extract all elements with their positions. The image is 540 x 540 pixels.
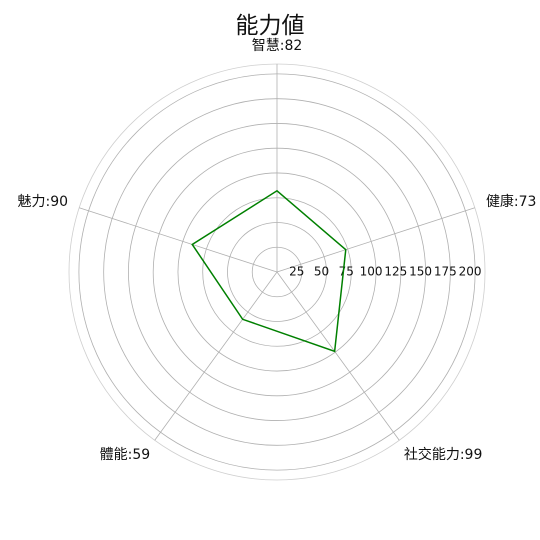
- spoke-健康: [276, 207, 475, 273]
- r-tick-label: 100: [360, 265, 383, 279]
- spoke-魅力: [79, 207, 278, 273]
- r-tick-label: 175: [434, 265, 457, 279]
- category-label: 魅力:90: [18, 194, 69, 210]
- axis-spokes: [79, 64, 475, 441]
- category-label: 體能:59: [100, 447, 151, 463]
- category-label: 智慧:82: [252, 38, 303, 54]
- category-label: 健康:73: [486, 193, 537, 210]
- radial-tick-labels: 25 50 75 100 125 150 175 200: [289, 265, 481, 279]
- series-group: [191, 189, 347, 353]
- spoke-社交能力: [276, 271, 400, 441]
- spoke-體能: [154, 271, 278, 441]
- chart-title: 能力値: [235, 13, 305, 39]
- r-tick-label: 50: [314, 265, 329, 279]
- series-line: [191, 189, 347, 353]
- r-tick-label: 125: [384, 265, 407, 279]
- category-label: 社交能力:99: [404, 446, 483, 463]
- r-tick-label: 200: [459, 265, 482, 279]
- r-tick-label: 25: [289, 265, 304, 279]
- r-tick-label: 75: [339, 265, 354, 279]
- r-tick-label: 150: [409, 265, 432, 279]
- category-labels: 智慧:82 健康:73 社交能力:99 體能:59 魅力:90: [18, 38, 537, 463]
